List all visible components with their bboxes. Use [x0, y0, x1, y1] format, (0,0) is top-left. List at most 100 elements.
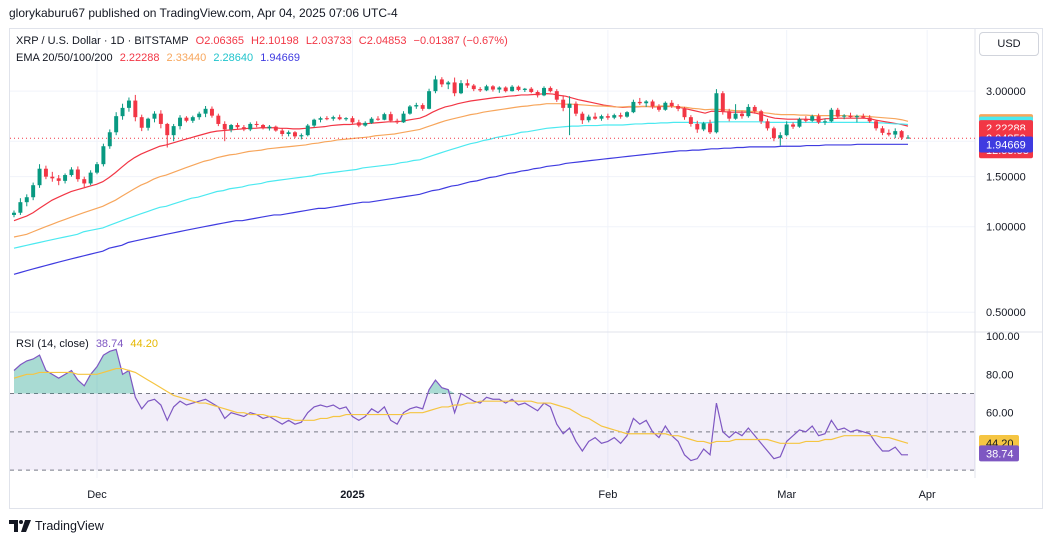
x-tick-label: Apr — [919, 489, 936, 501]
candle-body — [510, 86, 515, 92]
candle-body — [305, 125, 310, 136]
candle-body — [561, 99, 566, 108]
price-tick-label: 0.50000 — [986, 307, 1026, 319]
open-value: O2.06365 — [195, 35, 244, 47]
candle-body — [593, 116, 598, 119]
ema200-line — [13, 143, 908, 275]
candle-body — [12, 212, 16, 215]
candle-body — [708, 123, 713, 133]
ema200-badge-label: 1.94669 — [986, 140, 1026, 152]
candle-body — [746, 106, 751, 117]
candle-body — [554, 91, 559, 100]
candle-body — [158, 113, 163, 124]
candle-body — [376, 118, 380, 120]
candle-body — [644, 101, 649, 104]
high-value: H2.10198 — [251, 35, 299, 47]
candle-body — [727, 111, 732, 119]
close-value: C2.04853 — [358, 35, 407, 47]
change-value: −0.01387 (−0.67%) — [413, 35, 508, 47]
candle-body — [395, 120, 400, 123]
candle-body — [190, 117, 195, 121]
candle-body — [235, 125, 240, 128]
candle-body — [241, 127, 246, 130]
candle-body — [388, 114, 393, 121]
candle-body — [842, 115, 847, 117]
candle-body — [229, 125, 234, 130]
candle-body — [126, 100, 131, 108]
rsi-overbought-fill — [14, 349, 455, 394]
candle-body — [197, 113, 202, 118]
candle-body — [420, 105, 425, 109]
candle-body — [886, 132, 891, 135]
rsi-legend: RSI (14, close) 38.74 44.20 — [16, 338, 162, 350]
candle-body — [331, 117, 336, 119]
candle-body — [503, 87, 508, 92]
candle-body — [688, 117, 693, 124]
footer-brand[interactable]: TradingView — [9, 519, 104, 533]
ema200-badge — [979, 136, 1033, 153]
candle-body — [414, 105, 419, 107]
rsi-badge-label: 38.74 — [986, 448, 1014, 460]
rsi-badge — [979, 445, 1019, 462]
candle-body — [107, 132, 112, 147]
candle-body — [701, 123, 706, 130]
candle-body — [816, 116, 821, 123]
candle-body — [612, 115, 617, 118]
ema100-value: 2.28640 — [213, 52, 254, 64]
candle-body — [337, 117, 342, 120]
candle-body — [803, 119, 808, 121]
candle-body — [216, 115, 221, 124]
candle-body — [797, 119, 802, 127]
ema20-value: 2.22288 — [119, 52, 160, 64]
ema50-line — [13, 103, 909, 238]
symbol-label[interactable]: XRP / U.S. Dollar · 1D · BITSTAMP — [16, 35, 189, 47]
price-tick-label: 3.00000 — [986, 86, 1026, 98]
currency-button[interactable]: USD — [979, 32, 1039, 56]
ema-legend: EMA 20/50/100/200 2.22288 2.33440 2.2864… — [16, 52, 304, 64]
candle-body — [280, 130, 285, 135]
candle-body — [382, 114, 387, 120]
candle-body — [261, 125, 266, 129]
low-value: L2.03733 — [305, 35, 352, 47]
rsi-line — [13, 348, 908, 462]
candle-body — [631, 101, 636, 113]
candle-body — [69, 169, 74, 176]
candle-body — [478, 89, 483, 91]
candle-body — [605, 116, 610, 118]
candle-body — [637, 101, 642, 104]
rsi-value: 38.74 — [95, 338, 124, 350]
candle-body — [650, 101, 655, 107]
candle-body — [350, 118, 355, 123]
ema-label[interactable]: EMA 20/50/100/200 — [16, 52, 113, 64]
x-tick-label: Feb — [598, 489, 617, 501]
rsi-label[interactable]: RSI (14, close) — [16, 338, 89, 350]
candle-body — [778, 135, 783, 139]
candle-body — [714, 93, 719, 133]
candle-body — [75, 169, 80, 180]
candle-body — [427, 91, 432, 109]
candle-body — [433, 79, 438, 92]
candle-body — [522, 88, 527, 90]
candle-body — [618, 115, 623, 117]
candle-body — [573, 103, 578, 114]
candle-body — [759, 111, 764, 122]
candle-body — [516, 86, 521, 90]
candle-body — [299, 135, 304, 137]
publisher-caption: glorykaburu67 published on TradingView.c… — [9, 6, 398, 20]
candle-body — [733, 113, 738, 119]
candle-body — [318, 118, 323, 120]
candle-body — [599, 116, 604, 119]
candle-body — [407, 106, 412, 114]
ema20-line — [13, 93, 909, 222]
x-tick-label: Mar — [777, 489, 796, 501]
candle-body — [580, 113, 585, 121]
candle-body — [63, 175, 68, 181]
rsi-ma-value: 44.20 — [130, 338, 158, 350]
candle-body — [222, 123, 227, 130]
brand-name: TradingView — [35, 519, 104, 533]
candle-body — [880, 128, 885, 133]
candle-body — [139, 117, 144, 128]
price-tick-label: 1.50000 — [986, 172, 1026, 184]
candle-body — [682, 108, 687, 118]
